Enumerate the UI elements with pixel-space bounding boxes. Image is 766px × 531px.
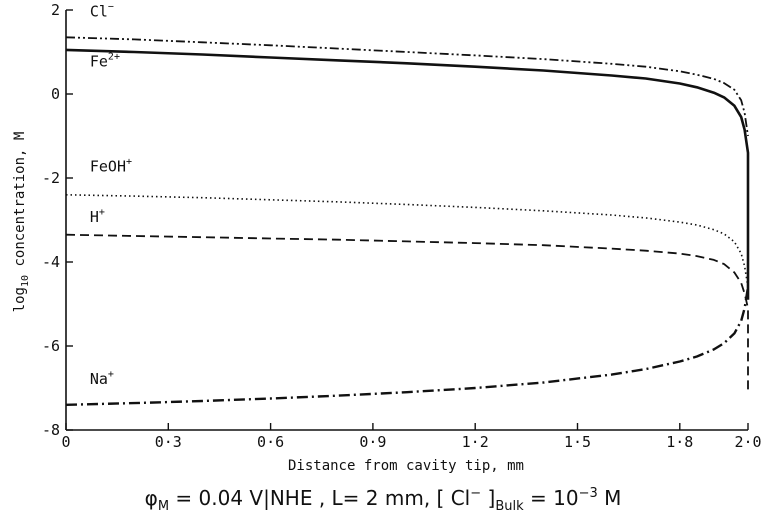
caption-part4: M [597, 486, 622, 510]
y-axis-title-suffix: concentration, M [12, 132, 28, 275]
series-label-name: H [90, 208, 99, 226]
x-tick-label: 1·8 [666, 433, 693, 451]
series-line-na [65, 287, 750, 406]
caption-part2: ] [481, 486, 496, 510]
x-axis-title: Distance from cavity tip, mm [288, 458, 524, 474]
caption-exp-sup: −3 [578, 486, 598, 501]
x-tick-label: 0·9 [359, 433, 386, 451]
series-label-charge: + [108, 369, 114, 380]
series-label-cl: Cl− [90, 1, 114, 20]
x-tick-label: 0·6 [257, 433, 284, 451]
series-line-feoh [65, 194, 749, 288]
series-lines [65, 36, 750, 406]
series-label-fe: Fe2+ [90, 52, 120, 71]
x-tick-label: 0·3 [155, 433, 182, 451]
series-label-charge: − [108, 1, 114, 12]
x-tick-label: 0 [61, 433, 70, 451]
series-label-name: Cl [90, 2, 108, 20]
caption-phi-sub: M [157, 499, 170, 514]
y-axis-title: log10 concentration, M [12, 132, 31, 313]
series-labels: Cl−Fe2+FeOH+H+Na+ [90, 1, 132, 388]
series-label-feoh: FeOH+ [90, 157, 132, 176]
series-label-charge: 2+ [108, 52, 120, 63]
figure-caption: φM = 0.04 V|NHE , L= 2 mm, [ Cl− ]Bulk =… [0, 486, 766, 514]
y-tick-label: -8 [42, 421, 60, 439]
y-tick-label: -6 [42, 337, 60, 355]
caption-part1: = 0.04 V|NHE , L= 2 mm, [ Cl [169, 486, 471, 510]
series-line-fe [65, 48, 750, 300]
y-tick-label: -2 [42, 169, 60, 187]
y-tick-label: 2 [51, 1, 60, 19]
x-axis-ticks: 0 0·3 0·6 0·9 1·2 1·5 1·8 2·0 [61, 423, 762, 451]
y-tick-label: -4 [42, 253, 60, 271]
series-line-cl [65, 36, 749, 137]
series-label-charge: + [126, 157, 132, 168]
caption-phi: φ [144, 486, 158, 510]
plot-frame [65, 10, 748, 431]
y-axis-title-sub: 10 [20, 275, 31, 287]
x-tick-label: 2·0 [734, 433, 761, 451]
x-tick-label: 1·2 [462, 433, 489, 451]
series-label-name: Na [90, 370, 108, 388]
series-label-h: H+ [90, 207, 105, 226]
series-label-charge: + [99, 207, 105, 218]
series-label-name: FeOH [90, 158, 126, 176]
y-tick-label: 0 [51, 85, 60, 103]
caption-cl-sup: − [470, 486, 482, 501]
series-line-h [65, 233, 749, 393]
y-axis-title-prefix: log [12, 287, 28, 312]
caption-bulk-sub: Bulk [495, 499, 524, 514]
series-label-na: Na+ [90, 369, 114, 388]
x-tick-label: 1·5 [564, 433, 591, 451]
y-axis-ticks: 2 0 -2 -4 -6 -8 [42, 1, 73, 439]
series-label-name: Fe [90, 53, 108, 71]
caption-part3: = 10 [523, 486, 579, 510]
